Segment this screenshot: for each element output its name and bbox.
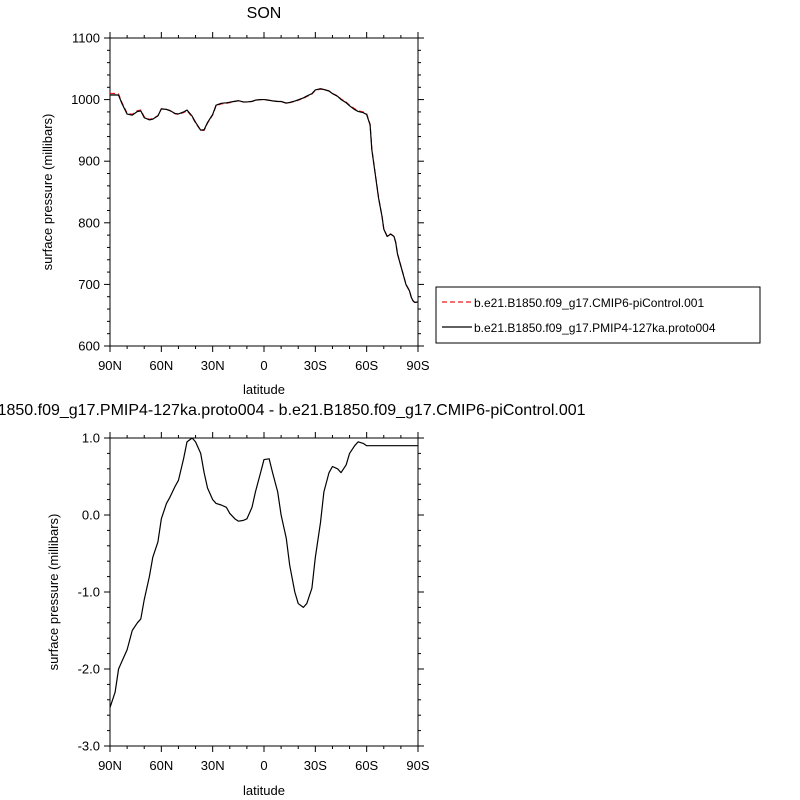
bottom-y-tick-label: -2.0 (78, 662, 100, 677)
legend-box (435, 286, 761, 344)
top-y-axis: 600 700 800 900 1000 1100 (71, 31, 424, 354)
top-y-tick-label: 1100 (72, 31, 100, 46)
bottom-y-axis-label: surface pressure (millibars) (46, 514, 61, 671)
bottom-chart-title: b.e21.B1850.f09_g17.PMIP4-127ka.proto004… (0, 402, 586, 419)
bottom-y-tick-label: -1.0 (78, 585, 100, 600)
top-y-tick-label: 600 (78, 339, 100, 354)
bottom-x-tick-label: 90N (98, 758, 122, 773)
bottom-x-tick-label: 90S (406, 758, 429, 773)
bottom-x-tick-label: 60N (149, 758, 173, 773)
top-x-axis-label: latitude (243, 382, 285, 397)
top-y-tick-label: 900 (78, 154, 100, 169)
bottom-y-tick-label: 1.0 (82, 431, 100, 446)
legend-entry-127ka: b.e21.B1850.f09_g17.PMIP4-127ka.proto004 (442, 321, 716, 335)
bottom-series-group (110, 438, 418, 708)
bottom-y-axis: -3.0 -2.0 -1.0 0.0 1.0 (78, 431, 424, 754)
top-y-tick-label: 700 (78, 277, 100, 292)
bottom-plot-frame (109, 437, 419, 747)
top-x-tick-label: 90S (406, 358, 429, 373)
top-series-line-1 (110, 88, 418, 303)
bottom-y-tick-label: 0.0 (82, 508, 100, 523)
top-chart-title: SON (247, 5, 282, 22)
top-series-group (110, 88, 418, 303)
bottom-x-axis-label: latitude (243, 783, 285, 798)
bottom-y-tick-label: -3.0 (78, 739, 100, 754)
top-x-tick-label: 0 (260, 358, 267, 373)
legend-label-127ka: b.e21.B1850.f09_g17.PMIP4-127ka.proto004 (474, 321, 716, 335)
top-x-tick-label: 60N (149, 358, 173, 373)
top-x-axis: 90N 60N 30N 0 30S 60S 90S (98, 32, 430, 373)
top-y-tick-label: 1000 (71, 92, 100, 107)
top-chart: SON 600 700 800 900 1000 1100 90N 60N 30N 0 30S 60… (40, 5, 430, 397)
top-plot-frame (109, 37, 419, 347)
bottom-x-tick-label: 30S (304, 758, 327, 773)
bottom-chart: b.e21.B1850.f09_g17.PMIP4-127ka.proto004… (0, 402, 586, 798)
bottom-x-tick-label: 0 (260, 758, 267, 773)
bottom-x-tick-label: 60S (355, 758, 378, 773)
bottom-x-axis: 90N 60N 30N 0 30S 60S 90S (98, 432, 430, 773)
legend-entry-picontrol: b.e21.B1850.f09_g17.CMIP6-piControl.001 (442, 296, 704, 310)
top-y-tick-label: 800 (78, 215, 100, 230)
top-y-axis-label: surface pressure (millibars) (40, 114, 55, 271)
bottom-series-line-0 (110, 438, 418, 708)
legend-label-picontrol: b.e21.B1850.f09_g17.CMIP6-piControl.001 (474, 296, 704, 310)
top-x-tick-label: 30S (304, 358, 327, 373)
top-series-line-0 (110, 88, 418, 303)
top-x-tick-label: 90N (98, 358, 122, 373)
top-x-tick-label: 30N (201, 358, 225, 373)
legend: b.e21.B1850.f09_g17.CMIP6-piControl.001 … (435, 286, 761, 344)
bottom-x-tick-label: 30N (201, 758, 225, 773)
top-x-tick-label: 60S (355, 358, 378, 373)
